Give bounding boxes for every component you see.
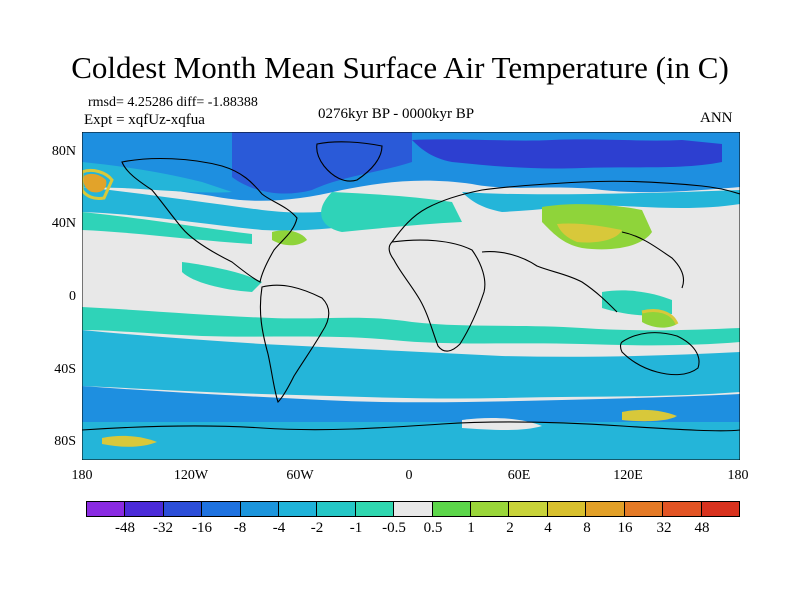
colorbar-swatch xyxy=(624,502,664,516)
colorbar-swatch xyxy=(87,502,126,516)
australia-yellow xyxy=(641,309,679,325)
colorbar-swatch xyxy=(547,502,587,516)
south-subtropic-light xyxy=(82,307,740,346)
colorbar-label: 32 xyxy=(656,520,672,536)
antarctic-yellow-east xyxy=(622,409,677,422)
map-panel xyxy=(80,131,741,461)
antarctic-margin-band xyxy=(82,386,740,428)
north-america-coast xyxy=(121,157,298,283)
colorbar-label: -0.5 xyxy=(382,520,406,536)
colorbar-swatch xyxy=(279,502,318,516)
colorbar-swatch xyxy=(240,502,280,516)
alaska-band xyxy=(82,162,232,193)
colorbar-label: -1 xyxy=(349,520,363,536)
east-pacific-light xyxy=(182,262,262,292)
tibet-yellow xyxy=(557,223,622,243)
season-label: ANN xyxy=(700,110,733,126)
greenland-coast xyxy=(316,141,383,182)
antarctica-band xyxy=(82,422,740,460)
lon-label-60w: 60W xyxy=(286,468,314,483)
africa-coast xyxy=(388,239,486,352)
colorbar-swatch xyxy=(586,502,625,516)
australia-coast xyxy=(619,332,700,376)
lon-label-180w: 180 xyxy=(71,468,93,483)
eurasia-coast xyxy=(391,180,741,313)
period-label: 0276kyr BP - 0000kyr BP xyxy=(318,106,475,122)
lat-label-80n: 80N xyxy=(51,144,76,159)
lon-label-0: 0 xyxy=(405,468,413,483)
lon-label-120w: 120W xyxy=(173,468,209,483)
coastlines xyxy=(81,141,741,432)
north-atlantic-light xyxy=(321,192,462,232)
lat-label-0: 0 xyxy=(69,289,76,304)
colorbar-swatch xyxy=(663,502,702,516)
colorbar-swatch xyxy=(471,502,510,516)
colorbar-label: -4 xyxy=(272,520,286,536)
antarctic-yellow-west xyxy=(102,435,157,447)
colorbar-swatch xyxy=(701,502,739,516)
world-map xyxy=(80,131,741,461)
eurasia-band xyxy=(462,190,740,212)
lon-label-120e: 120E xyxy=(613,468,643,483)
colorbar-swatch xyxy=(355,502,395,516)
gulf-green xyxy=(272,230,307,246)
colorbar-label: 16 xyxy=(617,520,633,536)
colorbar-label: 8 xyxy=(583,520,591,536)
alaska-warm-ring xyxy=(80,168,114,200)
colorbar-swatch xyxy=(509,502,548,516)
lon-label-180e: 180 xyxy=(727,468,749,483)
colorbar-label: 0.5 xyxy=(423,520,443,536)
siberia-cold-region xyxy=(412,139,722,169)
lat-label-80s: 80S xyxy=(54,434,76,449)
antarctica-coast xyxy=(81,421,741,432)
stats-line: rmsd= 4.25286 diff= -1.88388 xyxy=(88,95,258,110)
lon-label-60e: 60E xyxy=(507,468,531,483)
colorbar-swatch xyxy=(317,502,356,516)
alaska-warm-spot xyxy=(83,173,107,193)
colorbar-label: 2 xyxy=(506,520,514,536)
map-title: Coldest Month Mean Surface Air Temperatu… xyxy=(71,50,729,85)
lat-label-40n: 40N xyxy=(51,216,76,231)
colorbar-label: -16 xyxy=(192,520,212,536)
colorbar-swatch xyxy=(163,502,203,516)
north-pacific-light xyxy=(82,212,252,244)
colorbar-label: -32 xyxy=(153,520,173,536)
south-america-coast xyxy=(259,284,330,404)
colorbar-label: 1 xyxy=(467,520,475,536)
lat-label-40s: 40S xyxy=(54,362,76,377)
colorbar-swatch xyxy=(394,502,433,516)
colorbar xyxy=(86,501,740,517)
colorbar-label: -2 xyxy=(310,520,324,536)
colorbar-label: 48 xyxy=(694,520,710,536)
experiment-line: Expt = xqfUz-xqfua xyxy=(84,112,205,128)
antarctic-neutral-patch xyxy=(462,418,542,430)
colorbar-swatch xyxy=(202,502,241,516)
colorbar-swatch xyxy=(125,502,164,516)
colorbar-swatch xyxy=(432,502,472,516)
north-pacific-band xyxy=(82,187,382,231)
colorbar-label: -48 xyxy=(115,520,135,536)
colorbar-label: -8 xyxy=(233,520,247,536)
colorbar-label: 4 xyxy=(544,520,552,536)
southern-ocean-band xyxy=(82,330,740,399)
